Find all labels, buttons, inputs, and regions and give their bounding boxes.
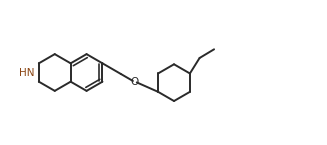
Text: O: O bbox=[130, 77, 139, 87]
Text: HN: HN bbox=[20, 68, 35, 77]
